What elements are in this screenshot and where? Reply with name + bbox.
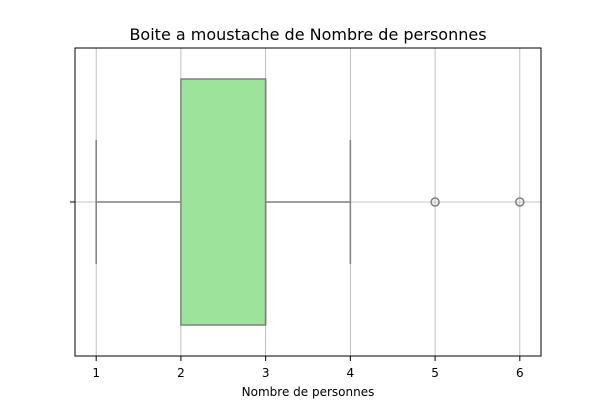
x-tick-label: 6 <box>516 366 524 380</box>
x-tick-label: 4 <box>347 366 355 380</box>
outlier-point <box>430 197 440 207</box>
x-axis-label: Nombre de personnes <box>242 385 375 399</box>
outlier-point <box>515 197 525 207</box>
x-tick-label: 3 <box>262 366 270 380</box>
x-tick-label: 1 <box>92 366 100 380</box>
x-axis-ticks: 1 2 3 4 5 6 <box>70 201 524 380</box>
box-iqr <box>180 78 267 326</box>
x-tick-label: 2 <box>177 366 185 380</box>
plot-area <box>95 78 525 326</box>
x-tick-label: 5 <box>431 366 439 380</box>
chart-title: Boite a moustache de Nombre de personnes <box>129 25 486 44</box>
